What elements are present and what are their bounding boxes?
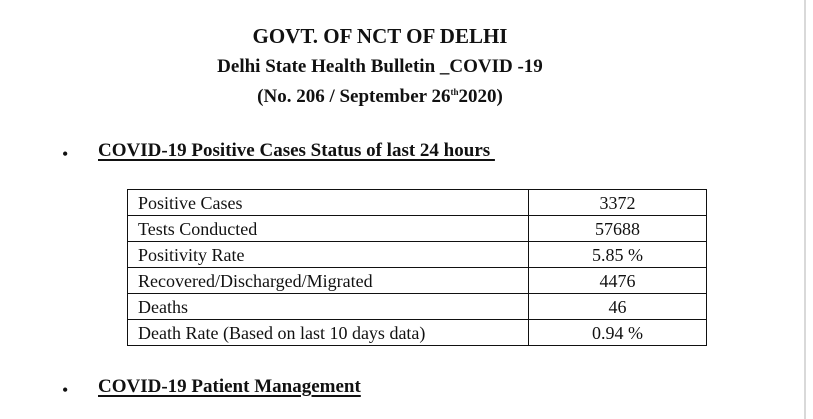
metric-value: 46 <box>528 293 707 320</box>
bullet-icon: • <box>62 380 69 400</box>
metric-label: Recovered/Discharged/Migrated <box>127 267 529 294</box>
metric-label: Positivity Rate <box>127 241 529 268</box>
table-row: Recovered/Discharged/Migrated 4476 <box>127 267 707 294</box>
metric-label: Deaths <box>127 293 529 320</box>
metric-value: 0.94 % <box>528 319 707 346</box>
table-row: Death Rate (Based on last 10 days data) … <box>127 319 707 346</box>
section-heading-patient-management: COVID-19 Patient Management <box>98 376 361 397</box>
bulletin-number-prefix: (No. 206 / September 26 <box>257 86 451 107</box>
bulletin-date-ordinal: th <box>450 87 459 97</box>
metric-label: Positive Cases <box>127 189 529 216</box>
document-subtitle: Delhi State Health Bulletin _COVID -19 <box>217 56 543 77</box>
metric-value: 3372 <box>528 189 707 216</box>
metric-value: 4476 <box>528 267 707 294</box>
table-row: Positive Cases 3372 <box>127 189 707 216</box>
table-row: Tests Conducted 57688 <box>127 215 707 242</box>
bulletin-number-suffix: 2020) <box>458 86 503 107</box>
covid-status-table: Positive Cases 3372 Tests Conducted 5768… <box>127 189 707 346</box>
table-row: Positivity Rate 5.85 % <box>127 241 707 268</box>
document-title: GOVT. OF NCT OF DELHI <box>252 24 508 48</box>
bulletin-number: (No. 206 / September 26th2020) <box>0 86 760 108</box>
metric-label: Tests Conducted <box>127 215 529 242</box>
metric-value: 57688 <box>528 215 707 242</box>
bullet-icon: • <box>62 144 69 164</box>
metric-label: Death Rate (Based on last 10 days data) <box>127 319 529 346</box>
table-row: Deaths 46 <box>127 293 707 320</box>
metric-value: 5.85 % <box>528 241 707 268</box>
section-heading-positive-cases: COVID-19 Positive Cases Status of last 2… <box>98 140 495 161</box>
page-edge-divider <box>804 0 806 419</box>
